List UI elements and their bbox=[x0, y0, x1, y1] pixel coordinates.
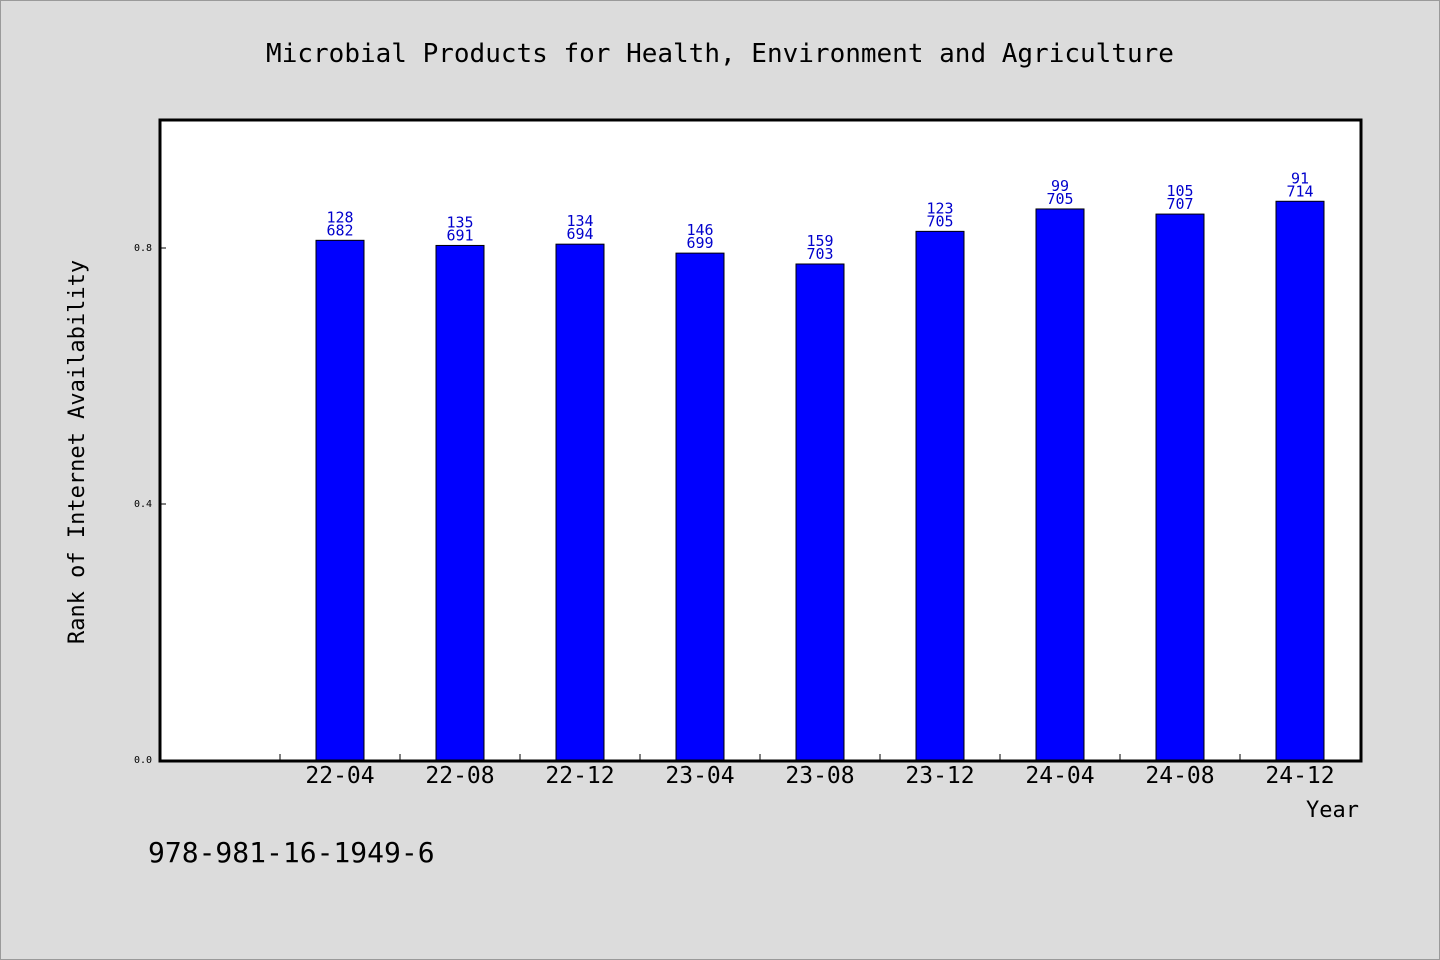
x-axis: 22-04 22-08 22-12 23-04 23-08 23-12 24-04 24-08… bbox=[279, 754, 1361, 789]
x-tick-label: 23-12 bbox=[905, 763, 974, 789]
bar-label-top: 123 bbox=[926, 199, 953, 217]
bar-label-bottom: 682 bbox=[326, 221, 353, 239]
x-axis-label: Year bbox=[1306, 798, 1359, 823]
bar-label-bottom: 714 bbox=[1286, 182, 1313, 200]
bar bbox=[795, 263, 845, 761]
x-tick-label: 24-12 bbox=[1265, 763, 1334, 789]
bar-label-top: 146 bbox=[686, 221, 713, 239]
bar-label-top: 128 bbox=[326, 208, 353, 226]
x-tick-label: 24-08 bbox=[1145, 763, 1214, 789]
bar-label-bottom: 694 bbox=[566, 225, 593, 243]
x-tick-label: 23-08 bbox=[785, 763, 854, 789]
bar-label-top: 159 bbox=[806, 232, 833, 250]
y-axis: 0.0 0.4 0.8 bbox=[134, 243, 166, 766]
y-tick-label: 0.4 bbox=[134, 499, 152, 510]
bar bbox=[1035, 208, 1085, 761]
bar bbox=[315, 239, 365, 761]
bar-label-top: 91 bbox=[1291, 169, 1309, 187]
bar bbox=[435, 244, 485, 761]
bar bbox=[675, 252, 725, 761]
bar-label-bottom: 705 bbox=[926, 212, 953, 230]
x-tick-label: 22-08 bbox=[425, 763, 494, 789]
bar-label-top: 105 bbox=[1166, 182, 1193, 200]
bar bbox=[915, 230, 965, 761]
isbn-text: 978-981-16-1949-6 bbox=[148, 836, 435, 869]
y-axis-label: Rank of Internet Availability bbox=[65, 260, 90, 644]
bar-label-top: 135 bbox=[446, 213, 473, 231]
bar-label-bottom: 691 bbox=[446, 226, 473, 244]
chart-title: Microbial Products for Health, Environme… bbox=[266, 39, 1174, 69]
bar-label-top: 134 bbox=[566, 212, 593, 230]
y-tick-label: 0.0 bbox=[134, 755, 152, 766]
bar bbox=[1155, 213, 1205, 761]
x-tick-label: 22-12 bbox=[545, 763, 614, 789]
x-tick-label: 23-04 bbox=[665, 763, 734, 789]
bar-label-bottom: 707 bbox=[1166, 195, 1193, 213]
bar-label-top: 99 bbox=[1051, 177, 1069, 195]
x-tick-label: 24-04 bbox=[1025, 763, 1094, 789]
x-tick-label: 22-04 bbox=[305, 763, 374, 789]
bar bbox=[555, 243, 605, 761]
y-tick-label: 0.8 bbox=[134, 243, 152, 254]
bar-label-bottom: 699 bbox=[686, 234, 713, 252]
bar-label-bottom: 705 bbox=[1046, 190, 1073, 208]
bar bbox=[1275, 200, 1325, 761]
bar-label-bottom: 703 bbox=[806, 245, 833, 263]
